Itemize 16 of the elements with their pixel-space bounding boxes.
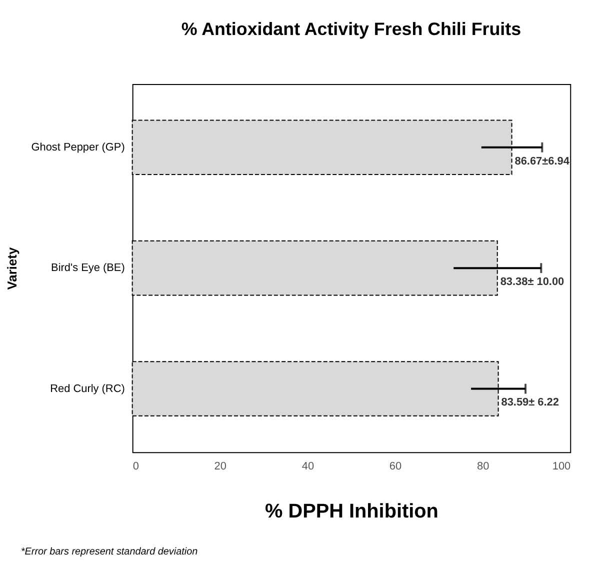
y-tick-label: Red Curly (RC) xyxy=(50,382,125,395)
x-tick-label: 60 xyxy=(389,460,402,473)
x-tick-label: 0 xyxy=(132,460,139,473)
y-tick-label: Ghost Pepper (GP) xyxy=(31,141,125,154)
x-tick-label: 40 xyxy=(302,460,314,473)
x-tick-label: 80 xyxy=(476,460,490,473)
x-tick-label: 20 xyxy=(214,460,226,473)
x-axis-title: % DPPH Inhibition xyxy=(265,500,438,522)
chart-title: % Antioxidant Activity Fresh Chili Fruits xyxy=(181,19,522,40)
data-label: 86.67±6.94 xyxy=(514,155,570,168)
x-tick-label: 100 xyxy=(552,460,571,473)
y-tick-label: Bird's Eye (BE) xyxy=(51,262,125,274)
data-label: 83.38± 10.00 xyxy=(500,276,564,288)
text: *Error bars represent standard deviation xyxy=(20,546,198,558)
y-axis-title: Variety xyxy=(4,246,20,290)
data-label: 83.59± 6.22 xyxy=(501,396,559,409)
